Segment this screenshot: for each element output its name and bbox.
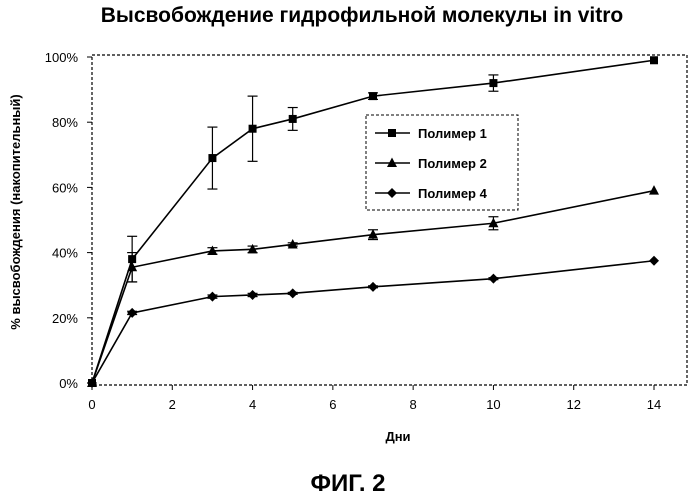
data-point	[208, 154, 216, 162]
series-layer	[87, 56, 659, 388]
legend-label: Полимер 2	[418, 156, 487, 171]
x-tick-label: 14	[647, 397, 661, 412]
x-tick-label: 2	[169, 397, 176, 412]
plot-frame	[92, 55, 687, 385]
data-point	[369, 92, 377, 100]
legend-marker	[388, 129, 396, 137]
data-point	[289, 115, 297, 123]
x-tick-label: 8	[410, 397, 417, 412]
x-tick-label: 12	[566, 397, 580, 412]
y-tick-label: 40%	[52, 246, 78, 261]
series-line	[92, 261, 654, 383]
x-tick-label: 4	[249, 397, 256, 412]
x-tick-label: 10	[486, 397, 500, 412]
y-tick-label: 100%	[45, 50, 79, 65]
legend-label: Полимер 1	[418, 126, 487, 141]
data-point	[489, 79, 497, 87]
legend-label: Полимер 4	[418, 186, 488, 201]
data-point	[650, 56, 658, 64]
legend: Полимер 1 Полимер 2 Полимер 4	[366, 115, 518, 210]
x-tick-label: 0	[88, 397, 95, 412]
data-point	[249, 125, 257, 133]
data-point	[207, 292, 217, 302]
y-tick-label: 60%	[52, 180, 78, 195]
series-3	[87, 256, 659, 388]
data-point	[288, 288, 298, 298]
y-axis-label: % высвобождения (накопительный)	[8, 94, 23, 329]
y-tick-label: 80%	[52, 115, 78, 130]
axes: 0 2 4 6 8 10 12 14 0% 20% 40% 60% 80% 100%	[45, 50, 661, 412]
series-line	[92, 60, 654, 383]
chart-title: Высвобождение гидрофильной молекулы in v…	[101, 4, 624, 27]
data-point	[488, 274, 498, 284]
y-tick-label: 0%	[59, 376, 78, 391]
data-point	[649, 256, 659, 266]
x-tick-label: 6	[329, 397, 336, 412]
series-1	[88, 56, 658, 387]
data-point	[649, 185, 659, 195]
data-point	[127, 308, 137, 318]
figure-caption: ФИГ. 2	[310, 470, 385, 497]
x-axis-label: Дни	[385, 429, 410, 444]
y-tick-label: 20%	[52, 311, 78, 326]
data-point	[368, 282, 378, 292]
data-point	[248, 290, 258, 300]
